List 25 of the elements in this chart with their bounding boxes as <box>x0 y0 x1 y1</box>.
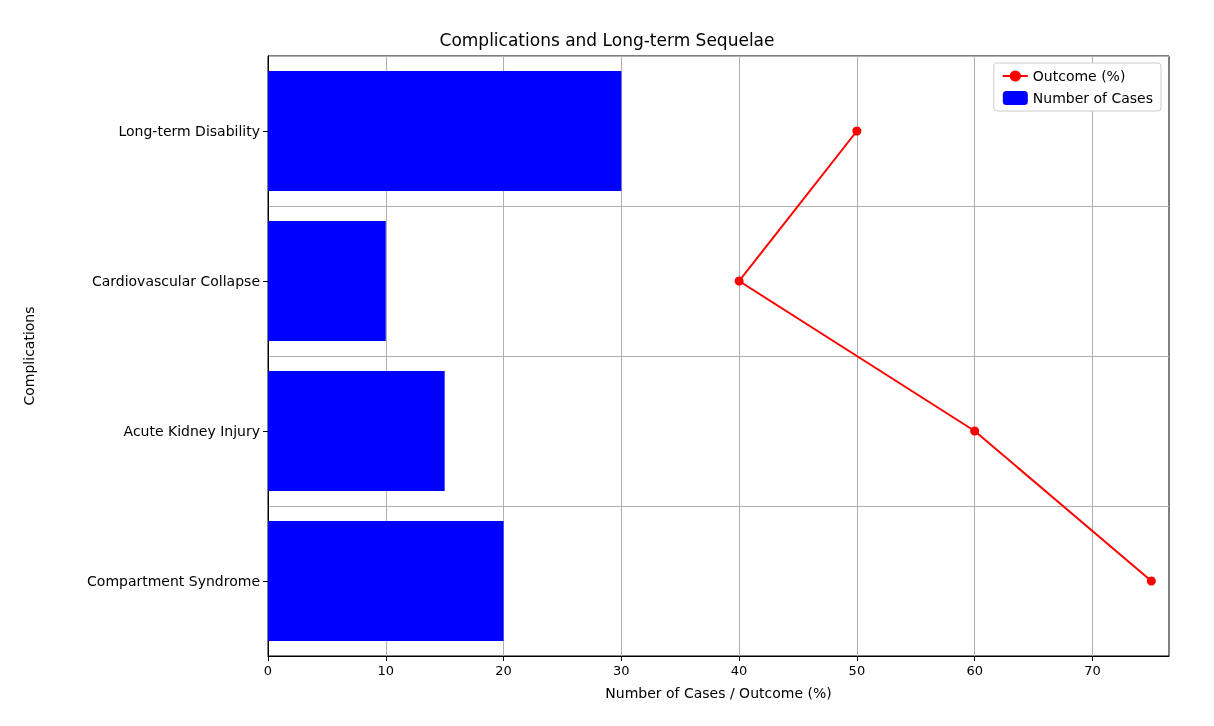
bar <box>268 371 445 491</box>
chart-title: Complications and Long-term Sequelae <box>439 29 775 50</box>
x-tick-label: 60 <box>966 663 983 678</box>
bar <box>268 71 622 191</box>
y-tick-label: Compartment Syndrome <box>87 573 260 589</box>
bar <box>268 221 386 341</box>
y-tick-label: Acute Kidney Injury <box>123 423 260 439</box>
y-tick-label: Long-term Disability <box>118 123 260 139</box>
x-tick-label: 40 <box>730 663 748 678</box>
bar <box>268 521 504 641</box>
point <box>970 426 980 436</box>
x-tick-label: 70 <box>1084 663 1101 678</box>
x-tick-label: 20 <box>495 663 512 678</box>
legend-label: Number of Cases <box>1032 90 1154 106</box>
point <box>734 276 744 286</box>
x-tick-label: 10 <box>377 663 395 678</box>
y-tick-label: Cardiovascular Collapse <box>91 273 260 289</box>
point <box>1146 576 1156 586</box>
legend-label: Outcome (%) <box>1032 68 1126 84</box>
y-axis-title: Complications <box>21 306 37 406</box>
x-tick-label: 50 <box>848 663 866 678</box>
x-axis-title: Number of Cases / Outcome (%) <box>605 685 832 701</box>
point <box>852 126 862 136</box>
x-tick-label: 30 <box>613 663 630 678</box>
x-tick-label: 0 <box>263 663 273 678</box>
